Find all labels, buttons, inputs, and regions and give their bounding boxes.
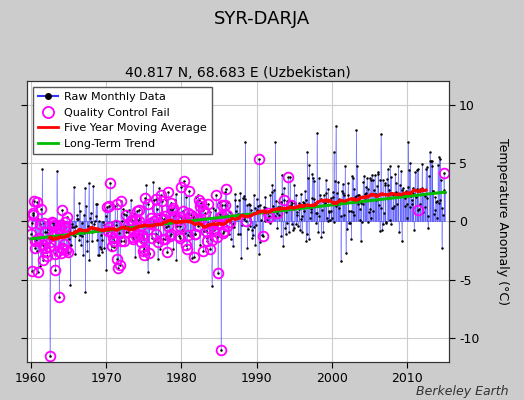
Legend: Raw Monthly Data, Quality Control Fail, Five Year Moving Average, Long-Term Tren: Raw Monthly Data, Quality Control Fail, … <box>32 87 212 154</box>
Text: SYR-DARJA: SYR-DARJA <box>214 10 310 28</box>
Text: Berkeley Earth: Berkeley Earth <box>416 385 508 398</box>
Title: 40.817 N, 68.683 E (Uzbekistan): 40.817 N, 68.683 E (Uzbekistan) <box>125 66 351 80</box>
Y-axis label: Temperature Anomaly (°C): Temperature Anomaly (°C) <box>496 138 509 305</box>
